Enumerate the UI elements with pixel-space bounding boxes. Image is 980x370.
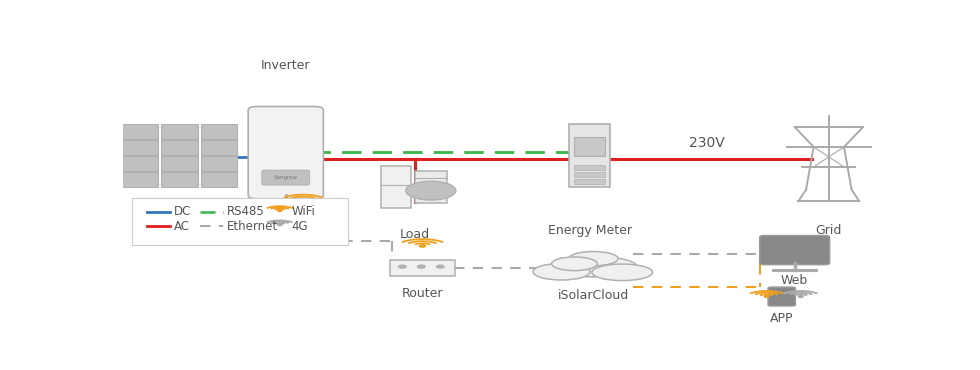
FancyBboxPatch shape — [568, 124, 611, 187]
Ellipse shape — [592, 264, 653, 280]
Circle shape — [300, 200, 307, 202]
Circle shape — [764, 296, 769, 297]
Bar — [574, 165, 606, 170]
FancyBboxPatch shape — [248, 107, 323, 199]
Circle shape — [406, 181, 456, 200]
Circle shape — [419, 245, 425, 247]
FancyBboxPatch shape — [390, 260, 455, 276]
Text: Router: Router — [402, 286, 443, 300]
FancyBboxPatch shape — [760, 236, 830, 265]
Text: 4G: 4G — [292, 220, 309, 233]
FancyBboxPatch shape — [415, 171, 447, 202]
Text: 230V: 230V — [690, 136, 725, 150]
FancyBboxPatch shape — [122, 156, 158, 171]
Bar — [772, 269, 817, 272]
Ellipse shape — [550, 256, 637, 277]
Text: APP: APP — [770, 312, 794, 325]
Text: RS485: RS485 — [227, 205, 265, 218]
FancyBboxPatch shape — [380, 166, 412, 208]
FancyBboxPatch shape — [262, 170, 310, 185]
Text: iSolarCloud: iSolarCloud — [558, 289, 629, 302]
Text: Ethernet: Ethernet — [227, 220, 278, 233]
FancyBboxPatch shape — [162, 124, 198, 139]
Text: Web: Web — [781, 274, 808, 287]
Text: PV String: PV String — [151, 224, 208, 237]
FancyBboxPatch shape — [201, 156, 237, 171]
FancyBboxPatch shape — [122, 140, 158, 155]
FancyBboxPatch shape — [201, 124, 237, 139]
FancyBboxPatch shape — [574, 137, 606, 155]
Text: DC: DC — [174, 205, 191, 218]
FancyBboxPatch shape — [122, 124, 158, 139]
Text: Energy Meter: Energy Meter — [548, 224, 631, 237]
FancyBboxPatch shape — [162, 156, 198, 171]
Circle shape — [277, 224, 282, 226]
Text: WiFi or E-Net: WiFi or E-Net — [246, 227, 326, 240]
Text: AC: AC — [174, 220, 190, 233]
FancyBboxPatch shape — [131, 198, 348, 245]
Circle shape — [799, 296, 803, 297]
Ellipse shape — [552, 257, 597, 270]
Text: Sungrow: Sungrow — [273, 175, 298, 180]
FancyBboxPatch shape — [122, 172, 158, 187]
FancyBboxPatch shape — [768, 287, 796, 306]
Ellipse shape — [533, 263, 590, 280]
Text: Load: Load — [400, 228, 430, 241]
Circle shape — [417, 265, 425, 268]
Text: WiFi: WiFi — [292, 205, 316, 218]
FancyBboxPatch shape — [201, 172, 237, 187]
FancyBboxPatch shape — [162, 140, 198, 155]
Bar — [574, 179, 606, 184]
Bar — [574, 172, 606, 177]
Ellipse shape — [568, 252, 618, 266]
Circle shape — [399, 265, 406, 268]
Text: Inverter: Inverter — [261, 59, 311, 72]
Circle shape — [277, 210, 282, 211]
Circle shape — [436, 265, 444, 268]
Text: Grid: Grid — [815, 224, 842, 237]
FancyBboxPatch shape — [201, 140, 237, 155]
FancyBboxPatch shape — [162, 172, 198, 187]
